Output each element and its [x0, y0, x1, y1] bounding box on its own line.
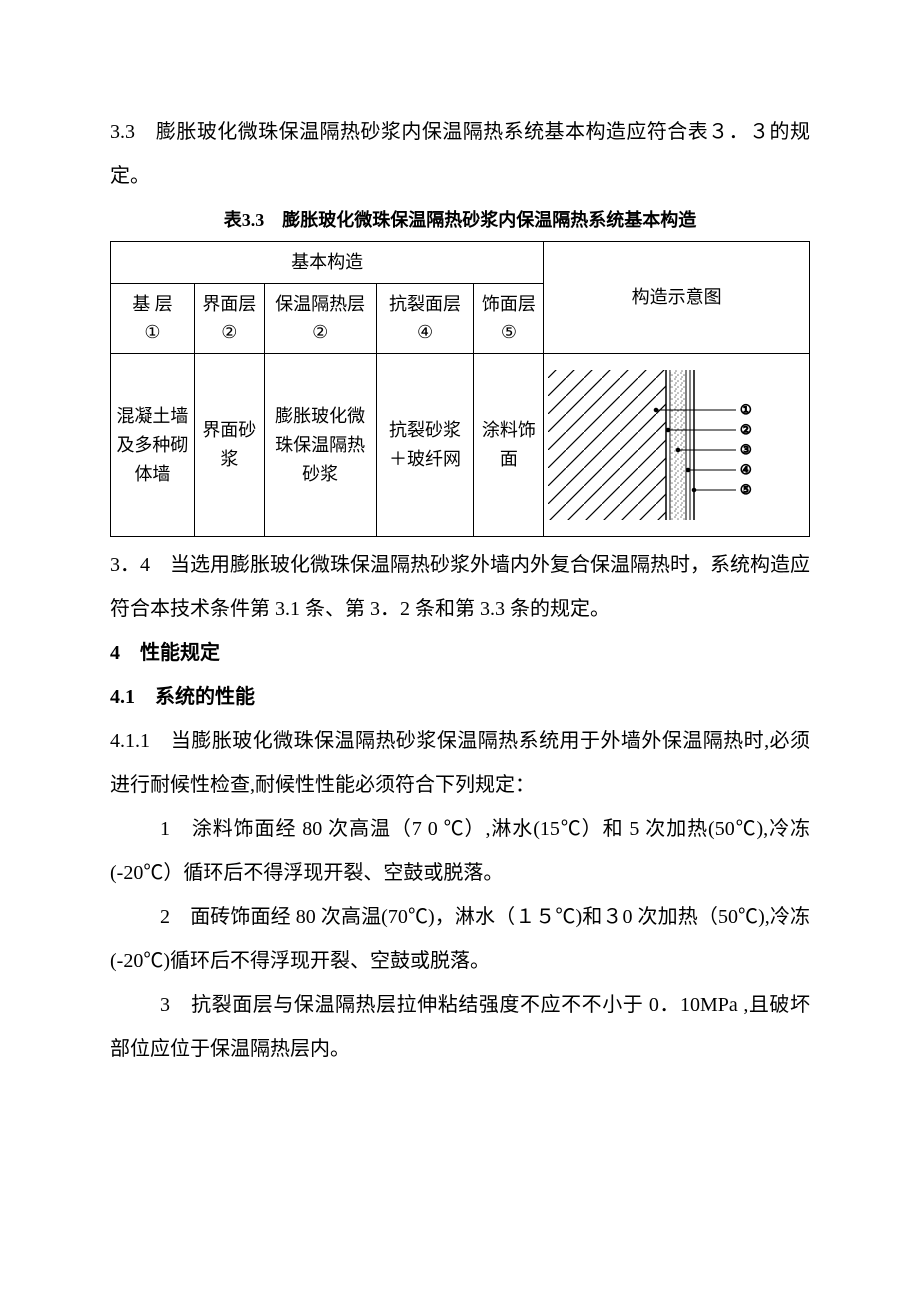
table-3-3-caption: 表3.3 膨胀玻化微珠保温隔热砂浆内保温隔热系统基本构造	[110, 206, 810, 235]
cell-5: 涂料饰面	[474, 354, 544, 537]
diagram-label-2: ②	[740, 422, 752, 437]
section-4-1-title: 4.1 系统的性能	[110, 675, 810, 719]
item-2: 2 面砖饰面经 80 次高温(70℃)，淋水（１５℃)和３0 次加热（50℃),…	[110, 895, 810, 983]
col-3-num: ②	[312, 322, 328, 342]
cell-4: 抗裂砂浆＋玻纤网	[376, 354, 474, 537]
cell-3: 膨胀玻化微珠保温隔热砂浆	[264, 354, 376, 537]
col-1-label: 基 层	[132, 294, 173, 314]
col-2-label: 界面层	[202, 294, 256, 314]
col-3-head: 保温隔热层 ②	[264, 283, 376, 354]
table-header-basic: 基本构造	[111, 241, 544, 283]
col-3-label: 保温隔热层	[275, 294, 365, 314]
diagram-label-5: ⑤	[740, 482, 752, 497]
col-5-num: ⑤	[501, 322, 517, 342]
diagram-label-4: ④	[740, 462, 752, 477]
item-1: 1 涂料饰面经 80 次高温（7 0 ℃）,淋水(15℃）和 5 次加热(50℃…	[110, 807, 810, 895]
cell-2: 界面砂浆	[194, 354, 264, 537]
col-2-num: ②	[221, 322, 237, 342]
col-5-head: 饰面层 ⑤	[474, 283, 544, 354]
diagram-label-3: ③	[740, 442, 752, 457]
col-4-num: ④	[417, 322, 433, 342]
col-5-label: 饰面层	[482, 294, 536, 314]
item-3: 3 抗裂面层与保温隔热层拉伸粘结强度不应不不小于 0．10MPa ,且破坏部位应…	[110, 983, 810, 1071]
table-header-diagram: 构造示意图	[544, 241, 810, 353]
section-3-4: 3．4 当选用膨胀玻化微珠保温隔热砂浆外墙内外复合保温隔热时，系统构造应符合本技…	[110, 543, 810, 631]
table-3-3: 基本构造 构造示意图 基 层 ① 界面层 ② 保温隔热层 ② 抗裂面层 ④ 饰面…	[110, 241, 810, 537]
cell-1: 混凝土墙及多种砌体墙	[111, 354, 195, 537]
col-4-label: 抗裂面层	[389, 294, 461, 314]
col-1-num: ①	[144, 322, 160, 342]
cell-diagram: ① ② ③ ④ ⑤	[544, 354, 810, 537]
col-1-head: 基 层 ①	[111, 283, 195, 354]
diagram-label-1: ①	[740, 402, 752, 417]
col-4-head: 抗裂面层 ④	[376, 283, 474, 354]
section-4-title: 4 性能规定	[110, 631, 810, 675]
section-4-1-1-intro: 4.1.1 当膨胀玻化微珠保温隔热砂浆保温隔热系统用于外墙外保温隔热时,必须进行…	[110, 719, 810, 807]
construction-diagram: ① ② ③ ④ ⑤	[548, 360, 758, 530]
section-3-3-intro: 3.3 膨胀玻化微珠保温隔热砂浆内保温隔热系统基本构造应符合表３．３的规定。	[110, 110, 810, 198]
col-2-head: 界面层 ②	[194, 283, 264, 354]
